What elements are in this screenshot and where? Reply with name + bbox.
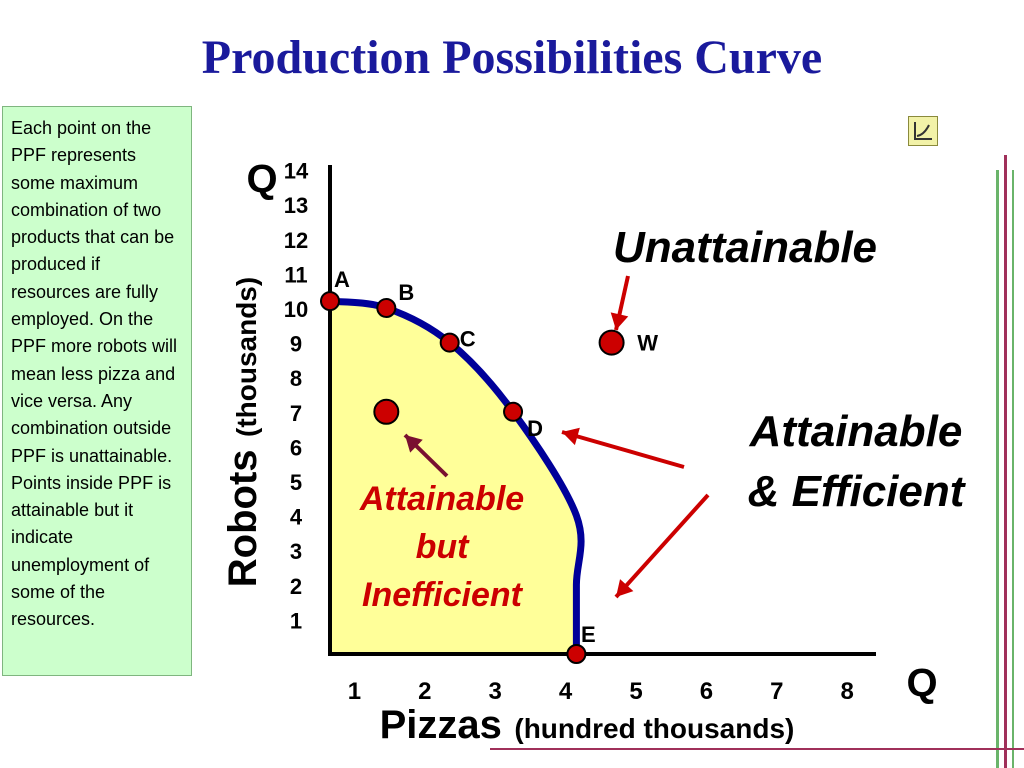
inefficient-label-line1: Attainable <box>359 480 524 518</box>
annotation-arrowhead <box>562 427 580 446</box>
y-tick-label: 14 <box>284 159 309 184</box>
annotation-arrow <box>561 430 685 469</box>
y-tick-label: 8 <box>290 366 302 391</box>
unattainable-label: Unattainable <box>613 223 877 272</box>
x-tick-label: 1 <box>348 678 361 705</box>
annotation-arrows <box>403 275 710 599</box>
point-label: D <box>527 416 543 441</box>
y-axis-title: Robots (thousands) <box>221 277 265 587</box>
point-label: C <box>460 327 476 352</box>
y-tick-label: 1 <box>290 608 302 633</box>
y-tick-label: 9 <box>290 332 302 357</box>
x-tick-label: 8 <box>841 678 854 705</box>
inefficient-label-line3: Inefficient <box>362 576 524 614</box>
deco-line-bottom <box>490 748 1024 750</box>
y-axis-q-label: Q <box>246 157 277 201</box>
annotation-arrowhead <box>405 435 423 453</box>
data-point-b <box>376 298 397 318</box>
x-axis-q-label: Q <box>906 661 937 705</box>
annotation-arrowhead <box>610 312 629 330</box>
y-tick-label: 5 <box>290 470 302 495</box>
curve-icon-glyph <box>914 122 932 140</box>
note-text: Each point on the PPF represents some ma… <box>11 118 178 630</box>
y-tick-label: 4 <box>290 505 303 530</box>
y-tick-label: 11 <box>284 262 307 287</box>
data-point-interior <box>373 398 400 425</box>
y-tick-label: 7 <box>290 401 302 426</box>
x-tick-label: 4 <box>559 678 573 705</box>
slide-title: Production Possibilities Curve <box>201 31 823 84</box>
y-tick-label: 6 <box>290 435 302 460</box>
x-axis-label: Pizzas <box>380 703 502 747</box>
point-label: B <box>398 280 414 305</box>
deco-line-maroon <box>1004 155 1007 768</box>
annotation-arrowhead <box>616 579 634 597</box>
point-label: A <box>334 267 350 292</box>
y-tick-label: 10 <box>284 297 308 322</box>
data-point-d <box>503 401 524 422</box>
data-point-c <box>439 332 460 353</box>
x-tick-label: 6 <box>700 678 713 705</box>
x-axis-unit: (hundred thousands) <box>514 713 794 744</box>
ppf-explanation-note: Each point on the PPF represents some ma… <box>2 106 192 676</box>
y-tick-label: 2 <box>290 574 302 599</box>
inefficient-label-line2: but <box>416 528 471 566</box>
data-point-e <box>566 644 587 664</box>
x-tick-label: 3 <box>489 678 502 705</box>
x-tick-label: 2 <box>418 678 431 705</box>
efficient-label-line1: Attainable <box>749 407 963 456</box>
y-axis-label: Robots <box>221 449 265 587</box>
x-tick-labels: 1 2 3 4 5 6 7 8 <box>348 678 854 705</box>
x-axis-title: Pizzas (hundred thousands) <box>380 703 795 747</box>
y-tick-labels: 14 13 12 11 10 9 8 7 6 5 4 3 2 1 <box>284 159 309 634</box>
x-tick-label: 7 <box>770 678 783 705</box>
y-axis-unit: (thousands) <box>231 277 262 437</box>
point-label: W <box>637 331 658 356</box>
point-label: E <box>581 622 596 647</box>
annotation-arrow <box>614 493 710 599</box>
curve-icon[interactable] <box>908 116 938 146</box>
y-tick-label: 3 <box>290 539 302 564</box>
data-points: A B C D E W <box>320 267 658 664</box>
data-point-w <box>598 329 625 356</box>
y-tick-label: 13 <box>284 193 308 218</box>
efficient-label-line2: & Efficient <box>748 467 967 516</box>
deco-line-green-2 <box>1012 170 1014 768</box>
data-point-a <box>320 291 340 312</box>
x-tick-label: 5 <box>629 678 642 705</box>
y-tick-label: 12 <box>284 228 308 253</box>
deco-line-green-1 <box>996 170 999 768</box>
